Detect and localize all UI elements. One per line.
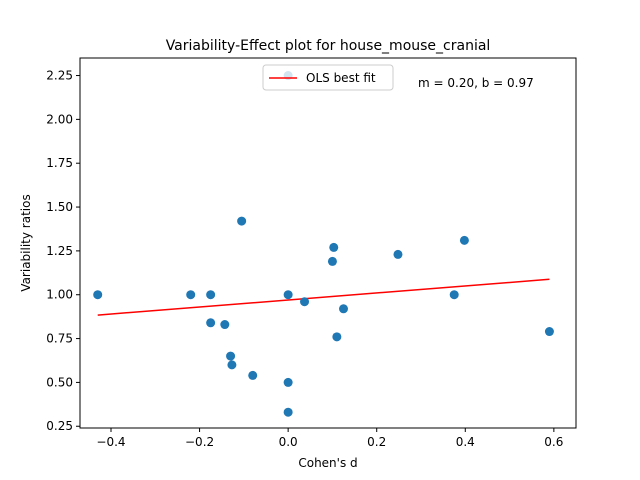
y-axis: 0.25 0.50 0.75 1.00 1.25 1.50 1.75 2.00 2.25 [46,69,80,433]
x-tick-label: 0.2 [367,435,386,449]
legend-box [262,64,394,91]
y-tick-label: 1.75 [46,156,73,170]
data-point [300,297,310,307]
y-tick-label: 2.00 [46,112,73,126]
data-point [186,290,196,300]
legend: OLS best fit [262,64,394,91]
data-point [227,360,237,370]
x-tick-label: −0.4 [96,435,125,449]
data-point [206,318,216,328]
x-tick-label: −0.2 [185,435,214,449]
plot-frame [79,57,577,429]
data-point [93,290,103,300]
scatter-points [93,71,554,417]
legend-entry-ols: OLS best fit [306,71,376,85]
data-point [283,407,293,417]
y-tick-label: 0.25 [46,419,73,433]
data-point [332,332,342,342]
plot-area: −0.4 −0.2 0.0 0.2 0.4 0.6 0.25 0.50 0.75 1.00 1.2… [46,57,577,449]
x-tick-label: 0.6 [544,435,563,449]
y-tick-label: 0.75 [46,332,73,346]
x-tick-label: 0.0 [279,435,298,449]
chart-title: Variability-Effect plot for house_mouse_… [166,38,491,54]
y-tick-label: 2.25 [46,69,73,83]
data-point [329,242,339,252]
data-point [283,290,293,300]
x-tick-label: 0.4 [456,435,475,449]
y-tick-label: 1.25 [46,244,73,258]
x-axis-label: Cohen's d [298,456,357,470]
ols-fit-line [97,278,550,316]
data-point [248,370,258,380]
data-point [459,235,469,245]
data-point [544,327,554,337]
x-axis: −0.4 −0.2 0.0 0.2 0.4 0.6 [96,428,563,449]
data-point [206,290,216,300]
fit-annotation: m = 0.20, b = 0.97 [418,76,534,90]
data-point [226,351,236,361]
data-point [237,216,247,226]
data-point [339,304,348,314]
data-point [449,290,459,300]
data-point [220,320,230,330]
data-point [393,249,403,259]
data-point [283,377,293,387]
y-tick-label: 1.50 [46,200,73,214]
data-point [327,256,337,266]
y-tick-label: 1.00 [46,288,73,302]
y-tick-label: 0.50 [46,375,73,389]
y-axis-label: Variability ratios [19,194,33,291]
